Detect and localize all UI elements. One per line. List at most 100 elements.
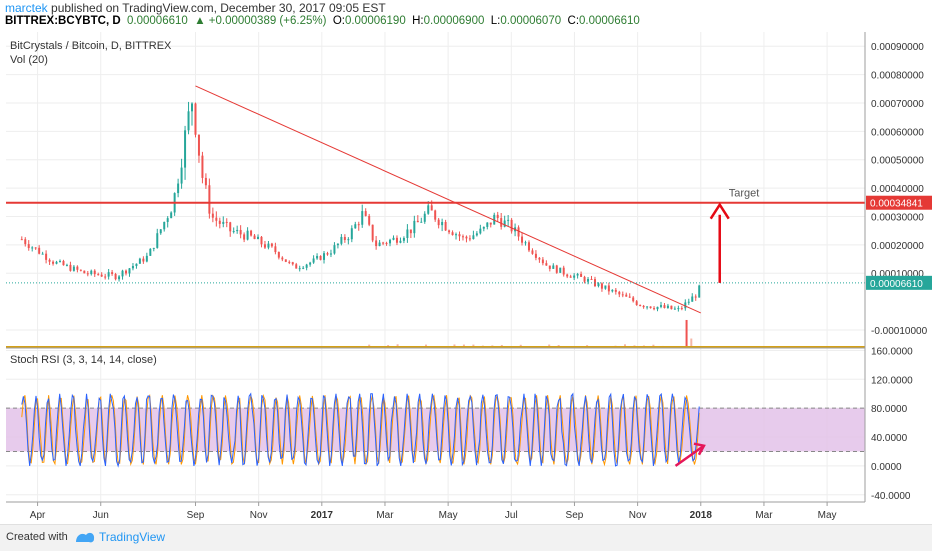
resistance-badge-label: 0.00034841 xyxy=(870,199,923,210)
candle-body xyxy=(198,135,200,156)
candle-body xyxy=(188,111,190,130)
candle-body xyxy=(490,223,492,225)
candle-body xyxy=(146,256,148,262)
candle-body xyxy=(563,268,565,275)
stoch-tick-label: 40.0000 xyxy=(871,433,908,444)
author-link[interactable]: marctek xyxy=(5,1,48,15)
last-price-badge-label: 0.00006610 xyxy=(870,279,923,290)
candle-body xyxy=(358,224,360,225)
candle-body xyxy=(361,211,363,225)
candle-body xyxy=(525,242,527,243)
candle-body xyxy=(424,214,426,222)
candle-body xyxy=(108,272,110,276)
candle-body xyxy=(441,222,443,225)
candle-body xyxy=(94,271,96,274)
candle-body xyxy=(535,254,537,258)
candle-body xyxy=(538,258,540,260)
candle-body xyxy=(347,239,349,240)
candle-body xyxy=(160,229,162,233)
candle-body xyxy=(181,168,183,184)
candle-body xyxy=(580,274,582,277)
candle-body xyxy=(604,285,606,288)
candle-body xyxy=(452,232,454,235)
candle-body xyxy=(389,240,391,244)
candle-body xyxy=(250,231,252,236)
chart-svg[interactable]: BitCrystals / Bitcoin, D, BITTREX Vol (2… xyxy=(0,32,932,524)
candle-body xyxy=(511,220,513,231)
candle-body xyxy=(194,104,196,135)
candle-body xyxy=(636,301,638,305)
candle-body xyxy=(518,227,520,236)
candle-body xyxy=(320,256,322,260)
candle-body xyxy=(229,222,231,231)
published-text: published on TradingView.com, December 3… xyxy=(48,1,386,15)
stoch-tick-label: 120.0000 xyxy=(871,375,913,386)
candle-body xyxy=(629,297,631,298)
candle-body xyxy=(382,243,384,244)
candle-body xyxy=(59,261,61,262)
x-tick-label: Jun xyxy=(93,510,109,521)
candle-body xyxy=(330,253,332,254)
candle-body xyxy=(486,223,488,227)
candle-body xyxy=(399,241,401,243)
candle-body xyxy=(62,261,64,265)
candle-body xyxy=(215,218,217,221)
candle-body xyxy=(427,205,429,213)
high-value: 0.00006900 xyxy=(424,15,485,27)
close-value: 0.00006610 xyxy=(579,15,640,27)
candle-body xyxy=(104,277,106,278)
candle-body xyxy=(615,290,617,292)
candle-body xyxy=(657,307,659,309)
stoch-rsi-pane[interactable]: Stoch RSI (3, 3, 14, 14, close) xyxy=(6,354,865,466)
candle-body xyxy=(528,242,530,250)
candle-body xyxy=(76,267,78,270)
target-label: Target xyxy=(729,188,760,200)
candle-body xyxy=(674,309,676,310)
candle-body xyxy=(170,212,172,218)
candle-body xyxy=(434,210,436,219)
tradingview-link[interactable]: TradingView xyxy=(99,530,165,544)
candle-body xyxy=(681,308,683,309)
candle-body xyxy=(507,220,509,221)
price-tick-label: -0.00010000 xyxy=(871,326,928,337)
candle-body xyxy=(45,254,47,260)
candle-body xyxy=(87,273,89,274)
candle-body xyxy=(340,237,342,244)
stoch-tick-label: 80.0000 xyxy=(871,404,908,415)
candle-body xyxy=(420,222,422,223)
candle-body xyxy=(531,250,533,253)
candle-body xyxy=(226,222,228,223)
x-tick-label: Sep xyxy=(187,510,205,521)
candle-body xyxy=(455,234,457,235)
candle-body xyxy=(379,243,381,246)
candle-body xyxy=(69,265,71,271)
candle-body xyxy=(101,275,103,277)
high-label: H: xyxy=(412,15,424,27)
candle-body xyxy=(403,238,405,241)
candle-body xyxy=(83,271,85,274)
candle-body xyxy=(90,271,92,274)
candle-body xyxy=(584,277,586,282)
candle-body xyxy=(323,253,325,260)
created-with-text: Created with xyxy=(6,531,68,543)
candle-body xyxy=(611,290,613,291)
candle-body xyxy=(337,244,339,245)
price-tick-label: 0.00050000 xyxy=(871,156,924,167)
candle-body xyxy=(292,262,294,264)
candle-body xyxy=(267,244,269,248)
candle-body xyxy=(285,259,287,262)
x-tick-label: Mar xyxy=(376,510,394,521)
candle-body xyxy=(448,230,450,232)
candle-body xyxy=(660,305,662,307)
candle-body xyxy=(670,306,672,309)
candle-body xyxy=(149,249,151,256)
candle-body xyxy=(646,306,648,307)
x-tick-label: 2017 xyxy=(311,510,334,521)
price-pane[interactable]: BitCrystals / Bitcoin, D, BITTREX Vol (2… xyxy=(6,40,865,347)
candle-body xyxy=(128,268,130,273)
price-tick-label: 0.00080000 xyxy=(871,71,924,82)
candle-body xyxy=(80,270,82,271)
x-tick-label: Jul xyxy=(505,510,518,521)
low-label: L: xyxy=(491,15,501,27)
candle-body xyxy=(21,239,23,240)
